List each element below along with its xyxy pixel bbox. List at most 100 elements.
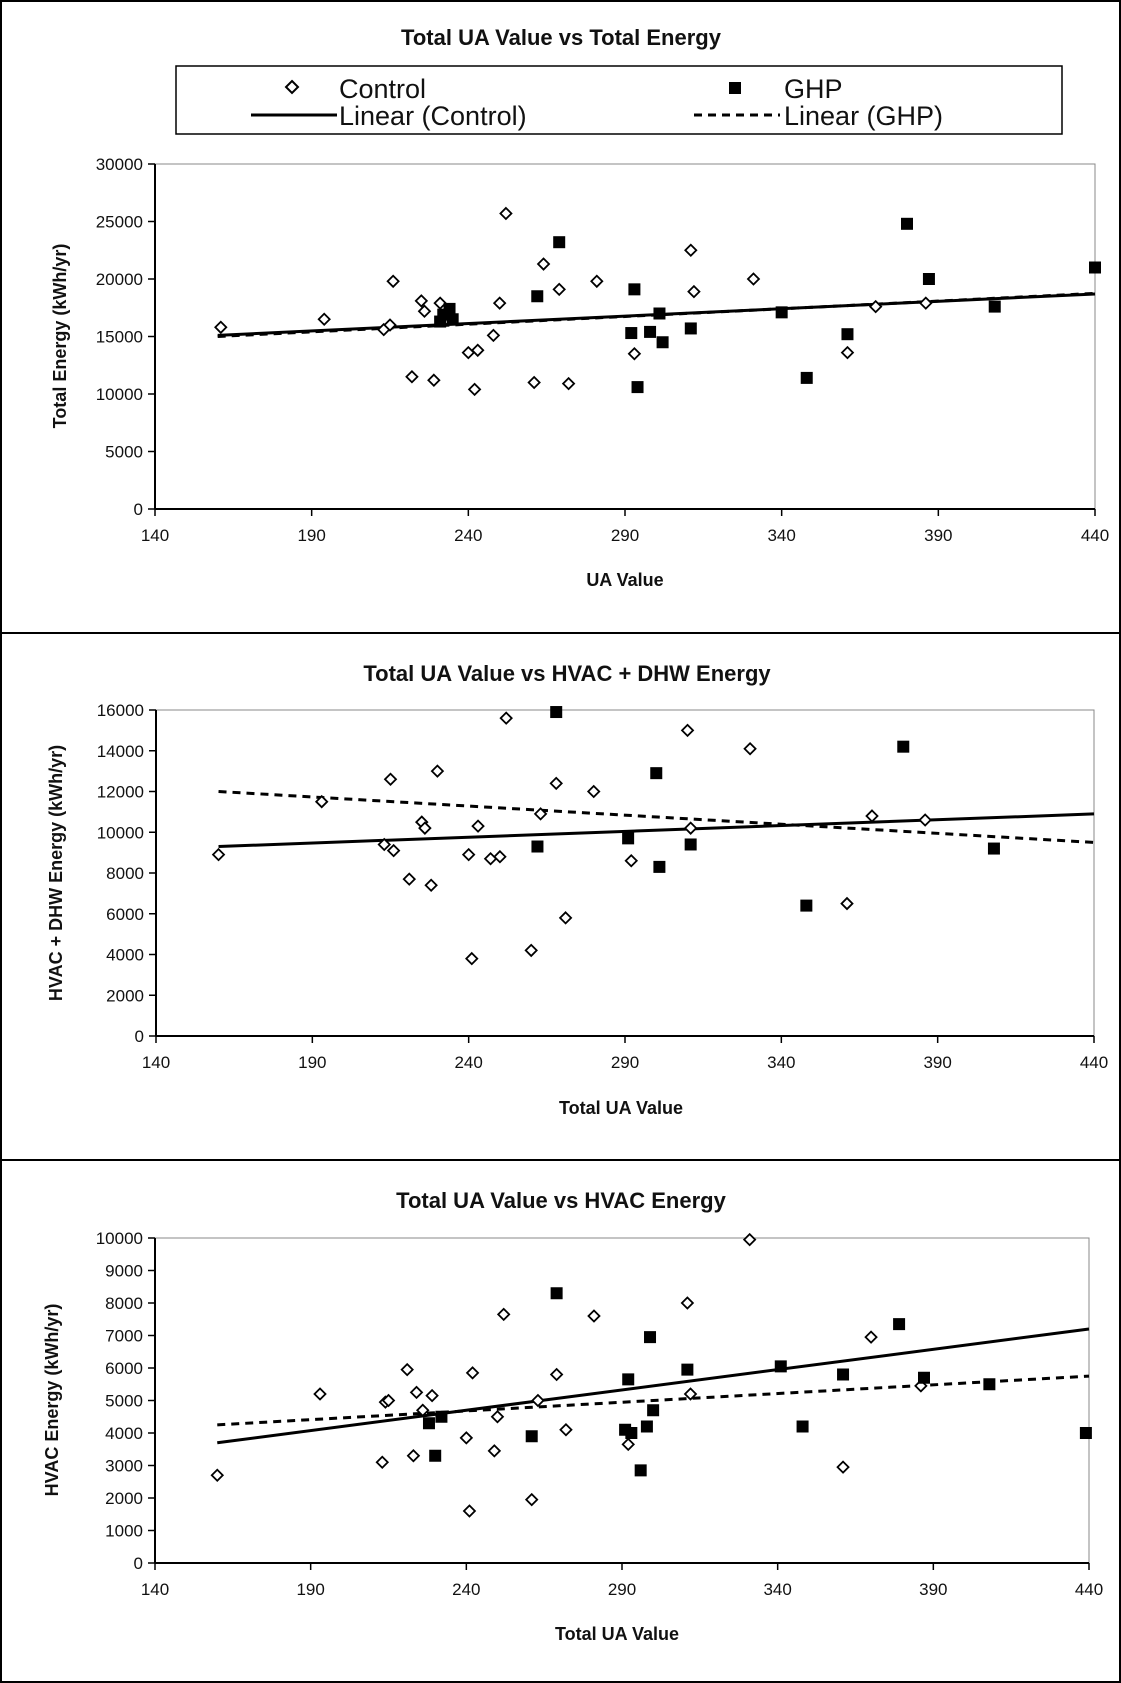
control-point — [527, 375, 541, 390]
ghp-point — [644, 325, 657, 338]
x-tick-label: 290 — [608, 1580, 636, 1599]
ghp-point — [897, 740, 910, 753]
ghp-point — [917, 1371, 930, 1384]
y-tick-label: 4000 — [106, 946, 144, 965]
ghp-point — [1079, 1427, 1092, 1439]
control-point — [746, 272, 761, 286]
plot-area — [154, 163, 1096, 510]
y-tick-label: 10000 — [96, 385, 143, 404]
x-tick-label: 340 — [763, 1580, 791, 1599]
control-point — [864, 1330, 878, 1344]
ghp-point — [628, 283, 641, 296]
ghp-point — [640, 1420, 653, 1433]
control-point — [587, 1309, 601, 1323]
x-tick-label: 190 — [297, 526, 325, 545]
control-point — [680, 1296, 695, 1310]
control-point — [533, 807, 548, 821]
x-tick-label: 190 — [298, 1053, 326, 1072]
control-point — [314, 794, 329, 809]
x-tick-label: 440 — [1075, 1580, 1103, 1599]
y-tick-label: 25000 — [96, 213, 143, 232]
ghp-point — [531, 840, 544, 853]
control-point — [680, 723, 695, 738]
control-point — [430, 764, 445, 778]
ghp-point — [656, 336, 669, 349]
marks — [211, 706, 1095, 966]
y-tick-label: 20000 — [96, 270, 143, 289]
y-tick-label: 12000 — [97, 783, 144, 802]
control-point — [627, 346, 642, 361]
control-point — [459, 1431, 474, 1445]
ghp-point — [525, 1430, 538, 1443]
control-point — [402, 872, 417, 886]
control-point — [383, 772, 398, 787]
x-tick-label: 140 — [142, 1053, 170, 1072]
chart-title: Total UA Value vs Total Energy — [401, 25, 722, 50]
ghp-point — [841, 328, 854, 341]
control-point — [313, 1387, 327, 1401]
control-point — [524, 1492, 539, 1507]
ghp-point — [625, 327, 638, 340]
control-point — [414, 294, 429, 308]
legend-linear-control-label: Linear (Control) — [339, 101, 527, 131]
x-tick-label: 140 — [141, 526, 169, 545]
x-tick-label: 440 — [1081, 526, 1109, 545]
ghp-point — [653, 307, 666, 320]
y-tick-label: 2000 — [106, 986, 144, 1005]
ghp-point — [800, 371, 813, 384]
control-point — [381, 1393, 396, 1408]
control-point — [483, 851, 498, 866]
x-tick-label: 290 — [611, 526, 639, 545]
control-point — [461, 345, 476, 360]
control-point — [549, 776, 563, 791]
chart-1: Total UA Value vs Total Energy Control G… — [50, 25, 1109, 590]
plot-area — [154, 1237, 1090, 1564]
chart-title: Total UA Value vs HVAC + DHW Energy — [363, 661, 771, 686]
y-tick-label: 4000 — [105, 1424, 143, 1443]
control-point — [531, 1393, 545, 1408]
control-point — [524, 943, 538, 958]
ghp-point — [446, 313, 459, 326]
legend-linear-ghp-label: Linear (GHP) — [784, 101, 943, 131]
x-tick-label: 140 — [141, 1580, 169, 1599]
control-point — [490, 1409, 505, 1424]
ghp-point — [987, 842, 1000, 855]
x-axis-label: UA Value — [586, 570, 663, 590]
control-point — [742, 1232, 757, 1247]
control-point — [427, 373, 441, 387]
control-point — [487, 1444, 502, 1458]
control-point — [417, 304, 432, 318]
ghp-point — [435, 1410, 448, 1423]
control-point — [492, 296, 507, 310]
ghp-point — [631, 381, 644, 394]
ghp-point — [650, 767, 663, 780]
y-tick-label: 6000 — [105, 1359, 143, 1378]
x-tick-label: 390 — [924, 526, 952, 545]
ghp-point — [922, 273, 935, 285]
control-point — [840, 896, 854, 911]
control-point — [210, 1468, 225, 1483]
control-point — [211, 847, 226, 862]
control-point — [840, 345, 855, 360]
ghp-point — [634, 1464, 647, 1477]
control-point — [386, 843, 401, 858]
control-point — [536, 257, 551, 271]
marks — [210, 1232, 1092, 1518]
legend-control-marker-icon — [284, 79, 300, 95]
control-point — [214, 320, 228, 335]
control-point — [415, 1403, 430, 1418]
legend-box — [175, 65, 1063, 135]
y-tick-label: 5000 — [105, 1392, 143, 1411]
ghp-point — [796, 1420, 809, 1433]
x-tick-label: 240 — [454, 1053, 482, 1072]
control-point — [418, 821, 432, 835]
ghp-point — [800, 899, 813, 912]
ghp-point — [531, 290, 544, 303]
control-point — [496, 1307, 511, 1322]
control-point — [467, 382, 482, 397]
y-tick-label: 0 — [134, 1554, 143, 1573]
control-point — [868, 299, 883, 314]
y-tick-label: 3000 — [105, 1457, 143, 1476]
control-point — [486, 328, 501, 343]
x-tick-label: 240 — [454, 526, 482, 545]
